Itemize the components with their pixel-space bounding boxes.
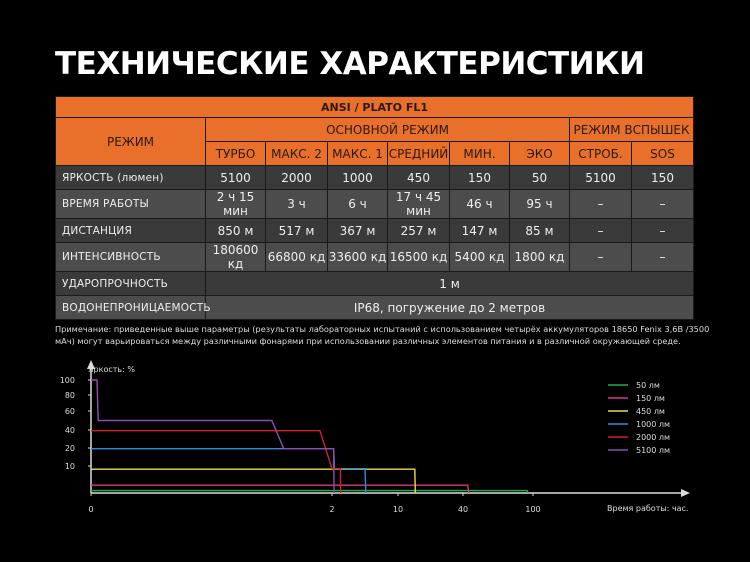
y-tick-label: 100 (60, 376, 75, 385)
table-cell: – (569, 218, 632, 243)
legend-label: 2000 лм (636, 433, 670, 442)
table-cell: 850 м (205, 218, 266, 243)
table-row: ИНТЕНСИВНОСТЬ 180600 кд 66800 кд 33600 к… (55, 242, 695, 272)
table-cell: 367 м (327, 218, 388, 243)
row-label: ВРЕМЯ РАБОТЫ (55, 189, 206, 219)
series-line (91, 484, 470, 494)
x-tick-label: 40 (458, 505, 468, 514)
table-cell: 16500 кд (387, 242, 450, 272)
spec-table: ANSI / PLATO FL1 РЕЖИМ ОСНОВНОЙ РЕЖИМ РЕ… (54, 96, 695, 320)
series-line (91, 447, 367, 494)
table-cell: 3 ч (265, 189, 328, 219)
table-cell: 50 (509, 165, 570, 190)
table-cell: IP68, погружение до 2 метров (204, 295, 695, 320)
legend-label: 150 лм (636, 394, 665, 403)
flash-mode-group: РЕЖИМ ВСПЫШЕК (568, 117, 695, 142)
footnote: Примечание: приведенные выше параметры (… (55, 324, 710, 346)
runtime-chart: 10 20 40 60 80 100 0 2 10 40 100 50 лм 150 лм 450 лм… (60, 360, 690, 514)
table-cell: 180600 кд (205, 242, 266, 272)
y-axis-label: Яркость: % (88, 365, 135, 374)
series-line (91, 379, 335, 494)
y-tick-label: 80 (65, 391, 75, 400)
series-line (91, 468, 416, 494)
page-title: ТЕХНИЧЕСКИЕ ХАРАКТЕРИСТИКИ (55, 46, 645, 82)
y-tick-label: 60 (65, 407, 75, 416)
table-cell: – (630, 242, 695, 272)
legend-label: 450 лм (636, 407, 665, 416)
mode-header: РЕЖИМ (55, 117, 206, 166)
table-row: ДИСТАНЦИЯ 850 м 517 м 367 м 257 м 147 м … (55, 218, 695, 243)
column-header: СТРОБ. (569, 141, 632, 166)
legend-label: 5100 лм (636, 446, 670, 455)
main-mode-group: ОСНОВНОЙ РЕЖИМ (205, 117, 570, 142)
column-header: МАКС. 2 (265, 141, 328, 166)
table-cell: 257 м (387, 218, 450, 243)
column-header: SOS (630, 141, 695, 166)
table-cell: – (630, 218, 695, 243)
y-tick-label: 40 (65, 426, 75, 435)
row-label: ВОДОНЕПРОНИЦАЕМОСТЬ (55, 295, 211, 320)
series-line (91, 489, 529, 494)
table-cell: – (630, 189, 695, 219)
y-axis-arrow (87, 360, 95, 369)
table-row: ВОДОНЕПРОНИЦАЕМОСТЬ IP68, погружение до … (55, 295, 695, 320)
table-cell: 5100 (205, 165, 266, 190)
table-cell: – (569, 189, 632, 219)
table-cell: 150 (630, 165, 695, 190)
legend-label: 50 лм (636, 381, 660, 390)
x-tick-label: 0 (88, 505, 93, 514)
table-row: ЯРКОСТЬ (люмен) 5100 2000 1000 450 150 5… (55, 165, 695, 190)
table-cell: 33600 кд (327, 242, 388, 272)
table-cell: 150 (449, 165, 510, 190)
column-header: ТУРБО (205, 141, 266, 166)
x-axis-label: Время работы: час. (607, 504, 688, 513)
table-row: ВРЕМЯ РАБОТЫ 2 ч 15 мин 3 ч 6 ч 17 ч 45 … (55, 189, 695, 219)
x-tick-label: 2 (329, 505, 334, 514)
series-line (91, 429, 342, 494)
column-header: СРЕДНИЙ (387, 141, 450, 166)
table-cell: 5100 (569, 165, 632, 190)
table-cell: 95 ч (509, 189, 570, 219)
column-header: ЭКО (509, 141, 570, 166)
table-cell: 517 м (265, 218, 328, 243)
row-label: ДИСТАНЦИЯ (55, 218, 206, 243)
column-header: МИН. (449, 141, 510, 166)
table-cell: 147 м (449, 218, 510, 243)
table-cell: 17 ч 45 мин (387, 189, 450, 219)
table-cell: 1000 (327, 165, 388, 190)
y-tick-label: 10 (65, 462, 75, 471)
table-cell: 1800 кд (509, 242, 570, 272)
table-cell: 2000 (265, 165, 328, 190)
table-row: УДАРОПРОЧНОСТЬ 1 м (55, 271, 695, 296)
table-cell: 46 ч (449, 189, 510, 219)
table-cell: – (569, 242, 632, 272)
table-cell: 6 ч (327, 189, 388, 219)
x-tick-label: 100 (525, 505, 540, 514)
row-label: ЯРКОСТЬ (люмен) (55, 165, 206, 190)
legend-label: 1000 лм (636, 420, 670, 429)
x-axis-arrow (681, 489, 690, 497)
table-cell: 1 м (204, 271, 695, 296)
table-cell: 2 ч 15 мин (205, 189, 266, 219)
y-tick-label: 20 (65, 444, 75, 453)
ansi-header: ANSI / PLATO FL1 (54, 96, 695, 118)
row-label: ИНТЕНСИВНОСТЬ (55, 242, 206, 272)
column-header: МАКС. 1 (327, 141, 388, 166)
table-cell: 450 (387, 165, 450, 190)
row-label: УДАРОПРОЧНОСТЬ (55, 271, 206, 296)
table-cell: 5400 кд (449, 242, 510, 272)
x-tick-label: 10 (393, 505, 403, 514)
table-cell: 85 м (509, 218, 570, 243)
table-cell: 66800 кд (265, 242, 328, 272)
